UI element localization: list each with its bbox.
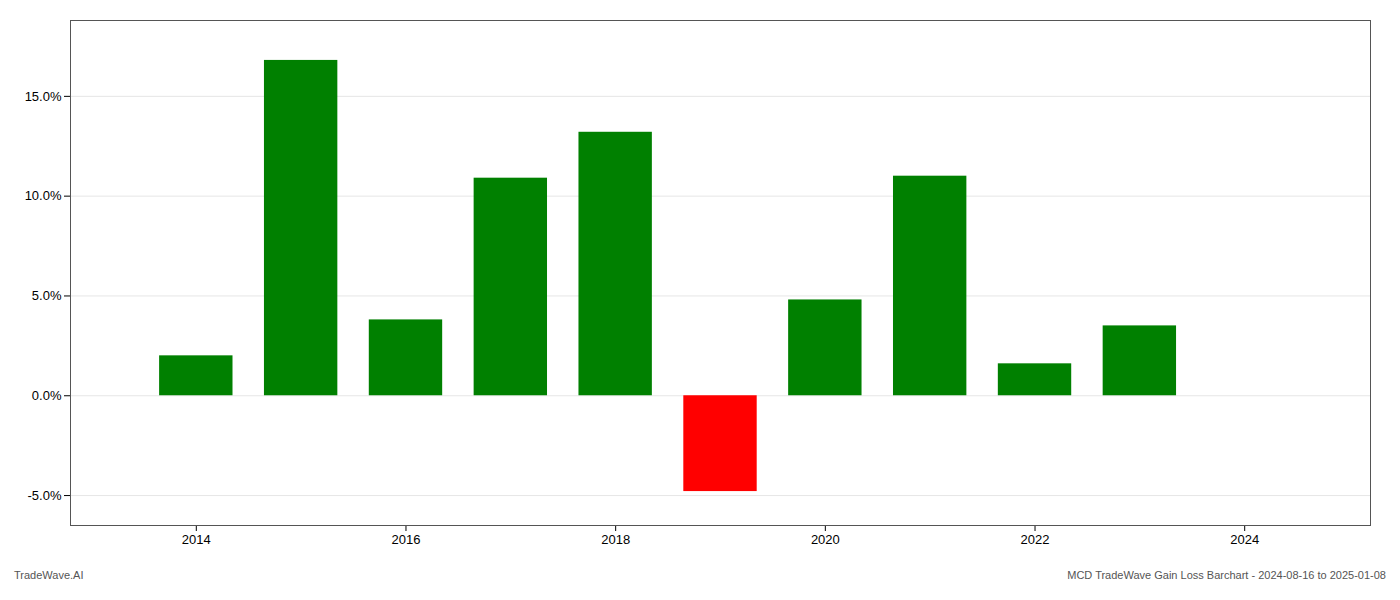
svg-text:15.0%: 15.0% (25, 89, 62, 104)
svg-text:2024: 2024 (1230, 532, 1259, 547)
svg-text:2020: 2020 (811, 532, 840, 547)
svg-text:2018: 2018 (601, 532, 630, 547)
svg-text:0.0%: 0.0% (32, 388, 62, 403)
svg-text:2022: 2022 (1021, 532, 1050, 547)
svg-text:-5.0%: -5.0% (28, 488, 62, 503)
svg-text:5.0%: 5.0% (32, 288, 62, 303)
svg-text:10.0%: 10.0% (25, 188, 62, 203)
svg-text:2016: 2016 (392, 532, 421, 547)
html-text:MCD TradeWave Gain Loss Barcha: MCD TradeWave Gain Loss Barchart - 2024-… (1067, 569, 1386, 581)
svg-text:2014: 2014 (182, 532, 211, 547)
html-text:TradeWave.AI: TradeWave.AI (14, 569, 84, 581)
